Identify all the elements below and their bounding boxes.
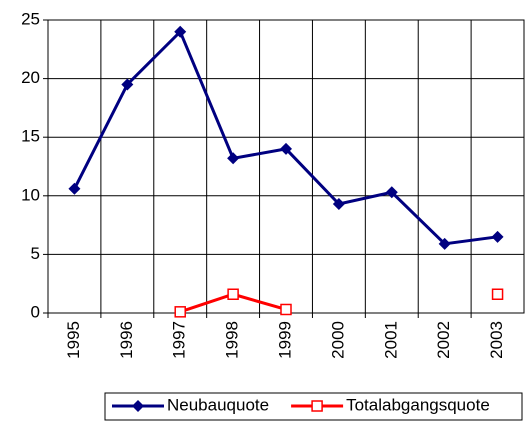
- x-tick-label: 1999: [275, 321, 294, 359]
- x-tick-label: 2003: [487, 321, 506, 359]
- legend-marker: [132, 400, 144, 412]
- data-point: [491, 288, 504, 300]
- x-tick-label: 2002: [434, 321, 453, 359]
- x-tick-label: 1997: [170, 321, 189, 359]
- y-tick-label: 0: [31, 302, 40, 321]
- legend-label: Totalabgangsquote: [346, 395, 490, 414]
- data-point: [174, 306, 186, 318]
- legend-label: Neubauquote: [167, 395, 269, 414]
- x-tick-label: 2000: [328, 321, 347, 359]
- data-point: [280, 142, 292, 155]
- data-point: [227, 152, 240, 165]
- legend-marker: [311, 400, 323, 412]
- plot-frame: [47, 19, 525, 314]
- data-point: [385, 186, 398, 199]
- data-point: [280, 303, 292, 316]
- data-point: [121, 78, 134, 91]
- y-tick-label: 25: [21, 9, 40, 28]
- x-tick-label: 1996: [117, 321, 136, 359]
- y-tick-label: 10: [21, 185, 40, 204]
- x-tick-label: 2001: [381, 321, 400, 359]
- data-point: [332, 198, 345, 211]
- data-point: [227, 288, 239, 300]
- data-point: [68, 182, 81, 195]
- series-line: [73, 29, 498, 246]
- y-tick-label: 5: [31, 244, 40, 263]
- y-tick-label: 15: [21, 127, 40, 146]
- data-point: [174, 25, 187, 38]
- x-tick-label: 1995: [64, 321, 83, 359]
- data-point: [438, 237, 451, 250]
- data-point: [491, 230, 504, 243]
- x-tick-label: 1998: [223, 321, 242, 359]
- y-tick-label: 20: [21, 68, 40, 87]
